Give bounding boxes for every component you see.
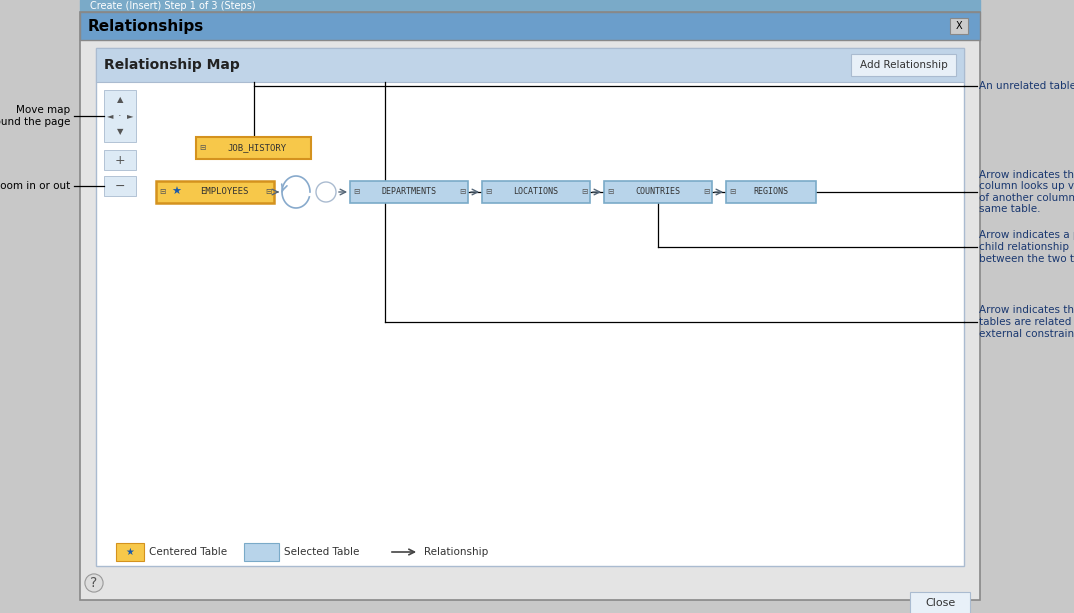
Text: Arrow indicates that both
tables are related by an
external constraint.: Arrow indicates that both tables are rel… xyxy=(979,305,1074,338)
Text: JOB_HISTORY: JOB_HISTORY xyxy=(228,143,287,153)
Text: ⊟: ⊟ xyxy=(199,143,205,153)
Text: ⊟: ⊟ xyxy=(265,188,272,197)
Bar xyxy=(482,181,590,203)
Text: Arrow indicates a parent-
child relationship
between the two tables.: Arrow indicates a parent- child relation… xyxy=(979,230,1074,264)
Text: ⊟: ⊟ xyxy=(702,188,709,197)
Text: ▲: ▲ xyxy=(117,96,124,104)
Bar xyxy=(244,543,279,561)
Text: Move map
around the page: Move map around the page xyxy=(0,105,70,127)
Text: REGIONS: REGIONS xyxy=(754,188,788,197)
Text: Add Relationship: Add Relationship xyxy=(859,60,947,70)
Circle shape xyxy=(316,182,336,202)
Bar xyxy=(96,48,964,566)
Text: ⊟: ⊟ xyxy=(607,188,613,197)
Text: ·: · xyxy=(118,111,121,121)
Bar xyxy=(910,592,970,613)
Bar xyxy=(350,181,468,203)
Text: −: − xyxy=(115,180,126,192)
Text: +: + xyxy=(115,153,126,167)
Text: ►: ► xyxy=(127,112,133,121)
Text: ★: ★ xyxy=(126,547,134,557)
Bar xyxy=(726,181,816,203)
Text: An unrelated table: An unrelated table xyxy=(979,81,1074,91)
Text: Create (Insert) Step 1 of 3 (Steps): Create (Insert) Step 1 of 3 (Steps) xyxy=(90,1,256,11)
Bar xyxy=(96,48,964,82)
Text: COUNTRIES: COUNTRIES xyxy=(636,188,681,197)
Text: Close: Close xyxy=(925,598,955,608)
Bar xyxy=(104,90,136,142)
Text: ?: ? xyxy=(90,576,98,590)
Text: ⊟: ⊟ xyxy=(353,188,359,197)
Text: DEPARTMENTS: DEPARTMENTS xyxy=(381,188,436,197)
Text: ⊟: ⊟ xyxy=(159,188,165,197)
Text: Relationship: Relationship xyxy=(424,547,489,557)
Text: EMPLOYEES: EMPLOYEES xyxy=(200,188,248,197)
Bar xyxy=(104,176,136,196)
Bar xyxy=(604,181,712,203)
Bar xyxy=(950,18,968,34)
Text: LOCATIONS: LOCATIONS xyxy=(513,188,558,197)
Bar xyxy=(195,137,311,159)
Text: Relationship Map: Relationship Map xyxy=(104,58,240,72)
Text: Zoom in or out: Zoom in or out xyxy=(0,181,70,191)
Text: ★: ★ xyxy=(171,187,182,197)
Text: ⊟: ⊟ xyxy=(729,188,736,197)
Bar xyxy=(104,150,136,170)
Text: ▼: ▼ xyxy=(117,128,124,137)
Text: ◄: ◄ xyxy=(106,112,113,121)
Text: Arrow indicates that one
column looks up values
of another column in the
same ta: Arrow indicates that one column looks up… xyxy=(979,170,1074,215)
Text: Selected Table: Selected Table xyxy=(284,547,360,557)
Text: ⊟: ⊟ xyxy=(581,188,587,197)
Bar xyxy=(79,12,979,600)
Text: X: X xyxy=(956,21,962,31)
Text: Relationships: Relationships xyxy=(88,18,204,34)
Bar xyxy=(156,181,274,203)
Bar xyxy=(851,54,956,76)
Bar xyxy=(79,12,979,40)
Bar xyxy=(116,543,144,561)
Text: ⊟: ⊟ xyxy=(459,188,465,197)
Text: ⊟: ⊟ xyxy=(484,188,491,197)
Text: Centered Table: Centered Table xyxy=(149,547,227,557)
